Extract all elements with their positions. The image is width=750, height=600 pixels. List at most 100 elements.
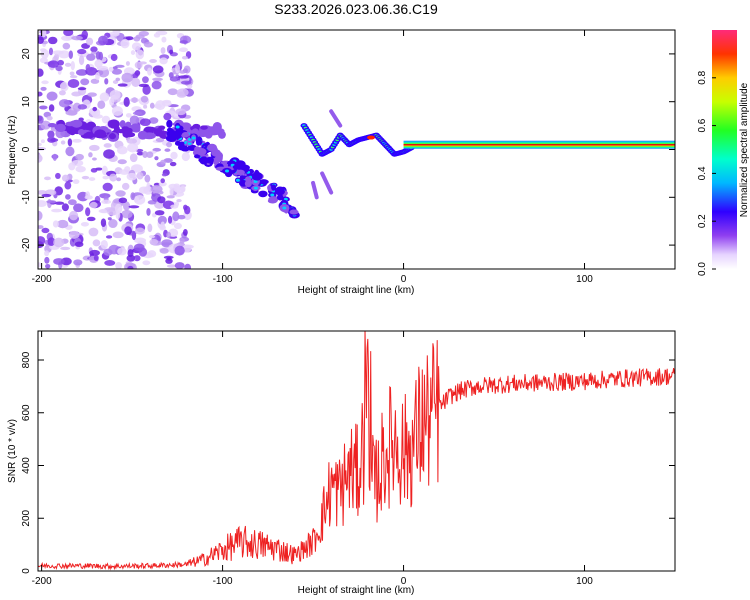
noise-blob — [142, 76, 149, 84]
noise-blob — [161, 101, 172, 107]
noise-blob — [174, 262, 185, 269]
steady-carrier — [403, 140, 675, 149]
snr-ytick-label: 600 — [21, 404, 32, 421]
noise-blob — [142, 260, 151, 266]
noise-blob — [59, 82, 67, 90]
noise-blob — [157, 196, 166, 204]
band-blob — [81, 124, 94, 130]
noise-blob — [169, 49, 174, 55]
noise-blob — [40, 120, 51, 130]
noise-blob — [166, 231, 172, 239]
noise-blob — [113, 200, 121, 204]
noise-blob — [174, 245, 185, 256]
trace-peak — [270, 193, 275, 197]
trace-blob — [268, 196, 279, 204]
snr-xtick-label: -200 — [32, 576, 52, 587]
band-blob — [66, 125, 77, 135]
trace-blob — [207, 143, 218, 152]
noise-blob — [86, 37, 94, 46]
snr-xtick-label: -100 — [213, 576, 233, 587]
noise-blob — [90, 168, 98, 173]
noise-blob — [38, 190, 48, 195]
snr-xtick-label: 0 — [401, 576, 407, 587]
noise-blob — [159, 57, 168, 65]
noise-blob — [179, 237, 185, 244]
noise-blob — [135, 49, 145, 60]
noise-blob — [136, 151, 144, 156]
noise-blob — [67, 138, 73, 147]
noise-blob — [61, 203, 69, 212]
noise-blob — [72, 179, 80, 185]
noise-blob — [140, 95, 149, 103]
colorbar-tick-label: 0.6 — [697, 118, 708, 132]
noise-blob — [176, 198, 182, 203]
noise-blob — [41, 30, 47, 38]
noise-blob — [116, 146, 128, 155]
noise-blob — [38, 154, 43, 163]
noise-blob — [130, 192, 136, 201]
noise-blob — [138, 83, 149, 88]
noise-blob — [41, 193, 52, 198]
noise-blob — [38, 68, 44, 77]
trace-blob — [177, 144, 184, 151]
noise-blob — [167, 88, 178, 96]
noise-blob — [65, 146, 75, 157]
noise-blob — [131, 42, 142, 51]
noise-blob — [39, 57, 48, 64]
noise-blob — [100, 239, 108, 250]
noise-blob — [117, 159, 127, 165]
noise-blob — [44, 250, 50, 257]
noise-blob — [158, 181, 167, 187]
noise-blob — [115, 262, 123, 269]
noise-blob — [97, 35, 108, 46]
trace-blob — [236, 169, 245, 176]
spectrogram-ytick-label: 20 — [21, 48, 32, 60]
noise-blob — [57, 219, 69, 229]
noise-blob — [39, 105, 48, 110]
noise-blob — [159, 247, 169, 254]
noise-blob — [40, 139, 45, 144]
snr-ylabel: SNR (10 * v/v) — [7, 419, 18, 483]
noise-blob — [102, 175, 110, 180]
noise-blob — [53, 258, 65, 265]
noise-blob — [182, 228, 188, 236]
noise-blob — [90, 51, 97, 55]
noise-blob — [104, 78, 109, 85]
snr-ticks: -200 -100 0 100 0 200 400 600 800 — [21, 331, 675, 587]
noise-blob — [48, 104, 55, 112]
noise-blob — [126, 254, 136, 262]
trace-blob — [258, 190, 268, 198]
trace-blob — [174, 140, 182, 146]
noise-blob — [170, 151, 178, 160]
band-blob — [47, 123, 57, 128]
noise-blob — [88, 144, 100, 152]
noise-blob — [69, 71, 75, 76]
noise-blob — [133, 255, 141, 262]
band-blob — [200, 125, 208, 130]
noise-blob — [172, 185, 181, 192]
noise-blob — [99, 92, 110, 102]
noise-blob — [173, 222, 182, 230]
noise-blob — [52, 220, 59, 228]
noise-blob — [97, 100, 106, 109]
noise-blob — [85, 64, 91, 72]
noise-blob — [124, 226, 132, 236]
noise-blob — [64, 62, 72, 67]
noise-blob — [69, 75, 78, 79]
noise-blob — [172, 211, 180, 222]
noise-blob — [95, 51, 101, 60]
noise-blob — [177, 75, 189, 79]
noise-blob — [155, 137, 165, 143]
noise-blob — [144, 174, 151, 183]
noise-blob — [179, 40, 188, 44]
colorbar-tick-label: 0.8 — [697, 70, 708, 84]
noise-blob — [121, 182, 130, 190]
noise-blob — [157, 215, 167, 225]
noise-blob — [55, 65, 63, 72]
noise-blob — [38, 225, 44, 229]
noise-blob — [40, 48, 47, 52]
noise-blob — [38, 146, 47, 151]
noise-blob — [149, 234, 156, 239]
noise-blob — [71, 159, 84, 167]
noise-blob — [38, 200, 47, 207]
